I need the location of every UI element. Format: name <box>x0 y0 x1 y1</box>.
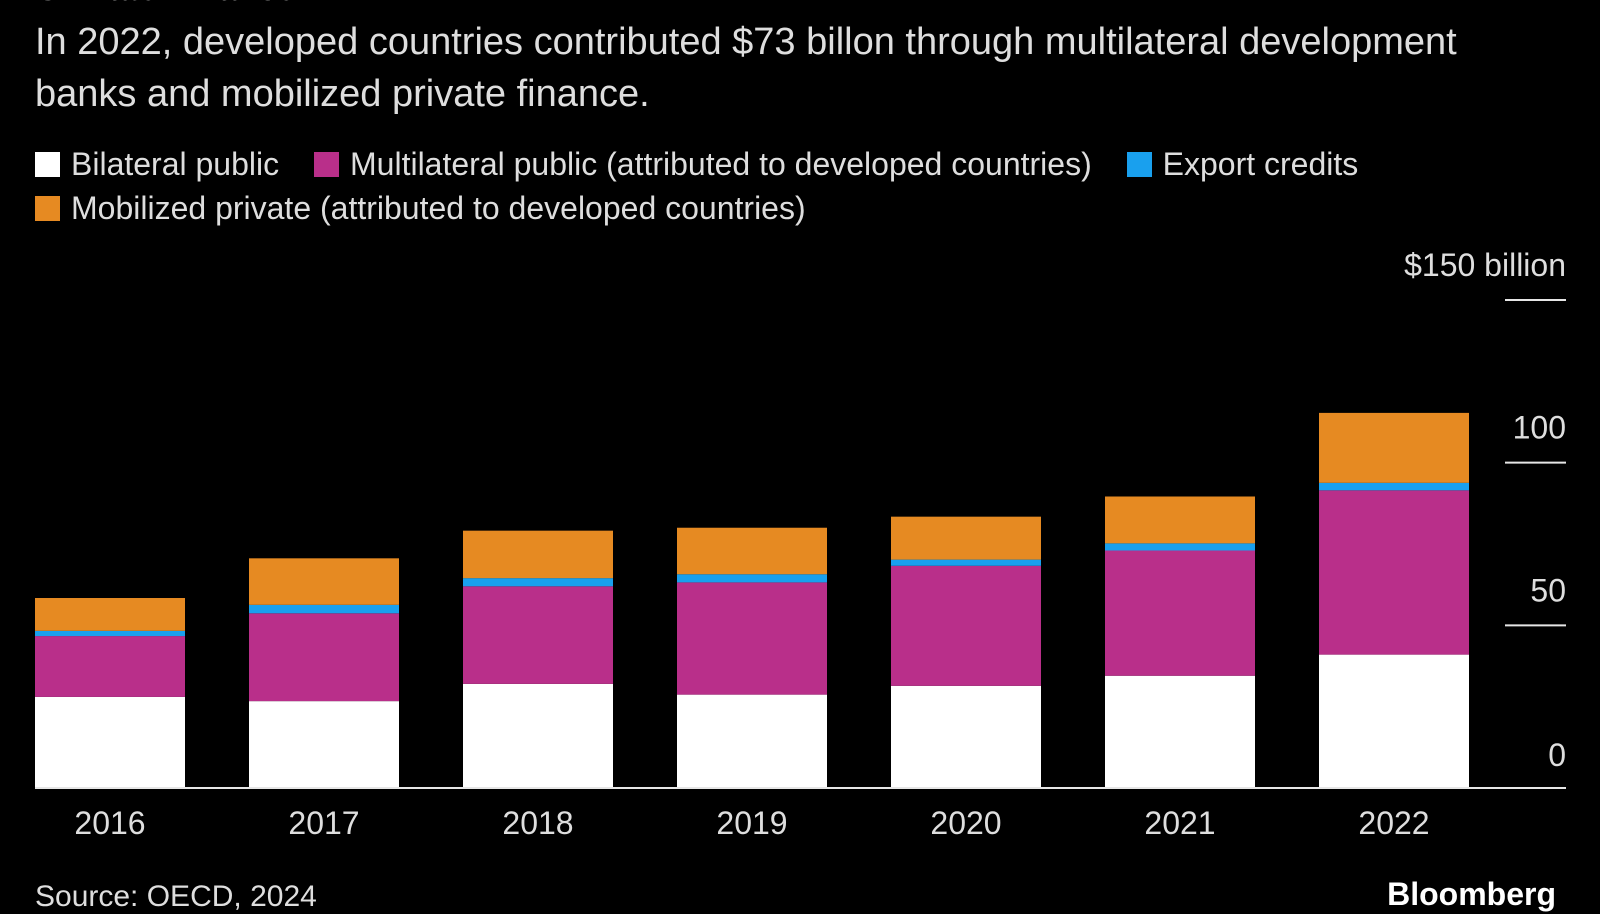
bar-segment-2020-series-3 <box>891 516 1041 560</box>
legend-swatch <box>35 152 60 177</box>
bar-segment-2017-series-0 <box>249 701 399 788</box>
bar-segment-2016-series-1 <box>35 636 185 697</box>
legend-item-mobilized-private: Mobilized private (attributed to develop… <box>35 186 806 230</box>
y-tick-label-0: 0 <box>1548 737 1566 773</box>
legend-item-multilateral-public: Multilateral public (attributed to devel… <box>314 142 1092 186</box>
bar-segment-2018-series-2 <box>463 578 613 587</box>
bar-segment-2016-series-2 <box>35 630 185 637</box>
x-tick-label-2016: 2016 <box>74 805 145 841</box>
x-axis: 2016 2017 2018 2019 2020 2021 2022 <box>35 787 1566 841</box>
bar-segment-2017-series-2 <box>249 604 399 614</box>
bar-segment-2019-series-0 <box>677 694 827 788</box>
legend-item-export-credits: Export credits <box>1126 142 1359 186</box>
bar-segment-2022-series-2 <box>1319 482 1469 491</box>
bar-segment-2018-series-3 <box>463 530 613 579</box>
bar-segment-2019-series-2 <box>677 574 827 583</box>
bar-segment-2017-series-3 <box>249 558 399 605</box>
bars-group <box>35 412 1469 788</box>
bar-segment-2020-series-1 <box>891 565 1041 686</box>
y-axis: 0 50 100 $150 billion <box>1404 247 1566 773</box>
chart-subtitle: In 2022, developed countries contributed… <box>35 21 1457 115</box>
legend-label: Mobilized private (attributed to develop… <box>71 190 806 226</box>
x-tick-label-2019: 2019 <box>716 805 787 841</box>
bar-segment-2020-series-0 <box>891 685 1041 788</box>
x-tick-label-2017: 2017 <box>288 805 359 841</box>
x-tick-label-2020: 2020 <box>930 805 1001 841</box>
legend-label: Export credits <box>1162 146 1359 182</box>
y-tick-label-50: 50 <box>1530 572 1566 608</box>
bar-segment-2016-series-0 <box>35 696 185 788</box>
y-tick-label-150: $150 billion <box>1404 247 1566 283</box>
bar-segment-2020-series-2 <box>891 559 1041 566</box>
x-tick-label-2021: 2021 <box>1144 805 1215 841</box>
legend-swatch <box>314 152 339 177</box>
y-tick-label-100: 100 <box>1513 410 1566 446</box>
bar-segment-2019-series-3 <box>677 527 827 575</box>
legend-item-bilateral-public: Bilateral public <box>35 142 279 186</box>
legend-swatch <box>1126 152 1152 177</box>
bar-segment-2022-series-0 <box>1319 654 1469 788</box>
source-note: Source: OECD, 2024 <box>35 880 317 913</box>
bar-segment-2021-series-2 <box>1105 543 1255 551</box>
chart-title: Climate Finance <box>35 0 296 9</box>
bar-segment-2021-series-3 <box>1105 496 1255 544</box>
bar-segment-2017-series-1 <box>249 613 399 702</box>
bar-segment-2016-series-3 <box>35 598 185 631</box>
bar-segment-2018-series-0 <box>463 683 613 788</box>
bar-segment-2019-series-1 <box>677 582 827 695</box>
bar-segment-2022-series-1 <box>1319 490 1469 655</box>
bloomberg-logo: Bloomberg <box>1387 876 1556 912</box>
legend-label: Bilateral public <box>71 146 280 182</box>
bar-segment-2021-series-0 <box>1105 675 1255 788</box>
bar-segment-2022-series-3 <box>1319 412 1469 483</box>
bar-segment-2018-series-1 <box>463 586 613 684</box>
x-tick-label-2018: 2018 <box>502 805 573 841</box>
x-tick-label-2022: 2022 <box>1358 805 1429 841</box>
legend-swatch <box>35 196 60 221</box>
legend-label: Multilateral public (attributed to devel… <box>350 146 1092 182</box>
legend: Bilateral public Multilateral public (at… <box>35 142 1575 230</box>
bar-segment-2021-series-1 <box>1105 550 1255 676</box>
